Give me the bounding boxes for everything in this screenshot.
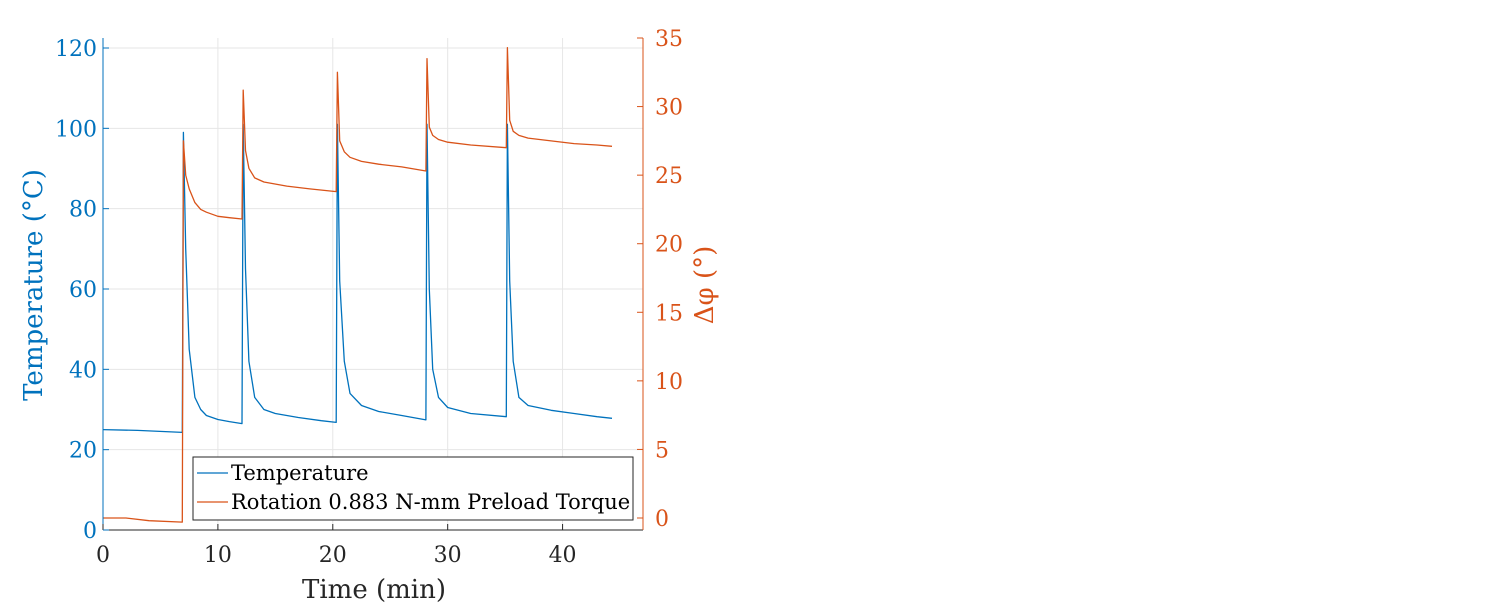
left-tick-label: 80 xyxy=(69,198,97,223)
right-tick-label: 20 xyxy=(655,233,683,258)
x-tick-label: 30 xyxy=(434,543,462,568)
grid xyxy=(102,38,643,531)
legend-label-temperature: Temperature xyxy=(231,461,369,485)
legend-label-rotation: Rotation 0.883 N-mm Preload Torque xyxy=(231,490,630,514)
x-tick-label: 20 xyxy=(319,543,347,568)
right-tick-label: 15 xyxy=(655,301,683,326)
tick-labels: 0 10 20 30 40 0 20 40 60 80 100 120 0 5 10 15 20 25 30 35 xyxy=(55,27,683,568)
left-tick-label: 120 xyxy=(55,37,97,62)
right-tick-label: 5 xyxy=(655,438,669,463)
left-tick-label: 40 xyxy=(69,358,97,383)
right-tick-label: 0 xyxy=(655,507,669,532)
right-tick-label: 25 xyxy=(655,164,683,189)
axes xyxy=(102,37,644,531)
series-layer xyxy=(102,46,613,523)
x-tick-label: 0 xyxy=(96,543,110,568)
left-tick-label: 100 xyxy=(55,117,97,142)
temperature-series-line xyxy=(102,123,613,434)
rotation-series-line xyxy=(103,46,613,523)
x-tick-label: 40 xyxy=(549,543,577,568)
right-tick-label: 35 xyxy=(655,27,683,52)
right-y-axis-label: Δφ (°) xyxy=(690,246,720,325)
left-tick-label: 20 xyxy=(69,439,97,464)
x-axis-label: Time (min) xyxy=(302,575,446,605)
x-tick-label: 10 xyxy=(204,543,232,568)
right-tick-label: 30 xyxy=(655,96,683,121)
left-tick-label: 60 xyxy=(69,278,97,303)
right-tick-label: 10 xyxy=(655,370,683,395)
left-tick-label: 0 xyxy=(83,519,97,544)
legend: Temperature Rotation 0.883 N-mm Preload … xyxy=(192,456,634,521)
legend-box xyxy=(192,456,634,521)
left-y-axis-label: Temperature (°C) xyxy=(19,169,49,401)
